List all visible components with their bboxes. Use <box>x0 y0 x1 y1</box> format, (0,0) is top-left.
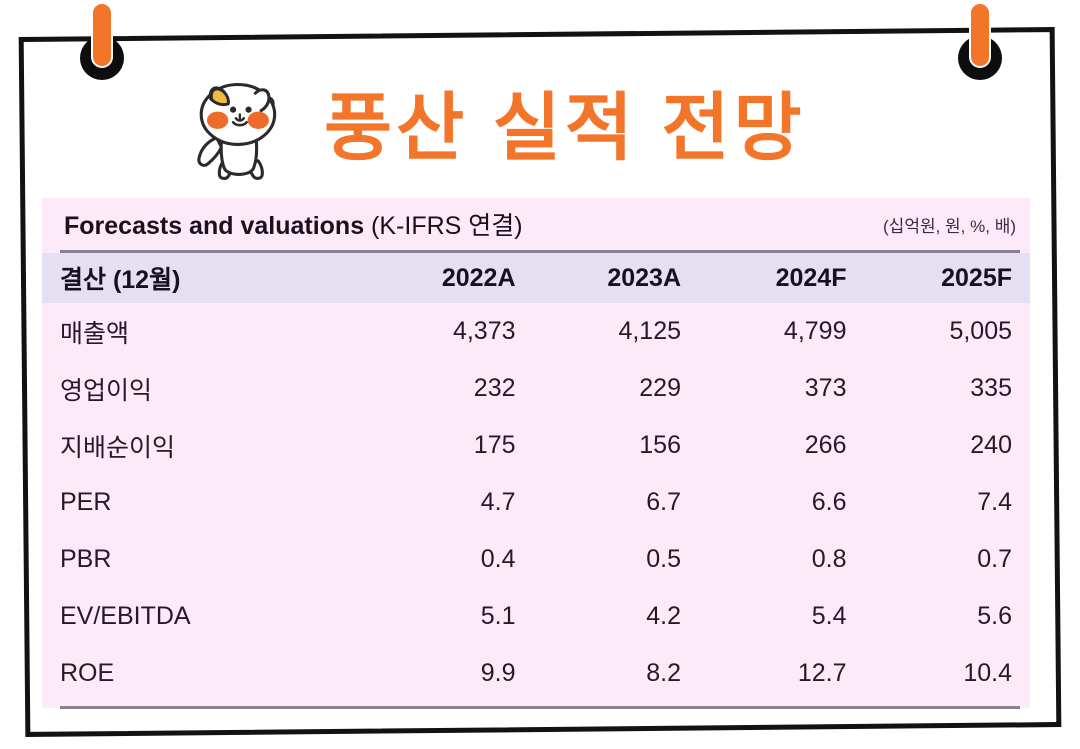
column-header-2024f: 2024F <box>699 253 865 303</box>
pushpin-left-icon <box>76 2 128 90</box>
row-value: 240 <box>864 417 1030 474</box>
row-value: 156 <box>533 417 699 474</box>
row-value: 4,373 <box>368 303 534 360</box>
row-value: 4,125 <box>533 303 699 360</box>
header-row: 풍산 실적 전망 <box>0 62 1080 194</box>
row-value: 335 <box>864 360 1030 417</box>
table-row: EV/EBITDA 5.1 4.2 5.4 5.6 <box>42 588 1030 645</box>
row-label: ROE <box>42 645 369 702</box>
row-label: 지배순이익 <box>42 417 369 474</box>
table-row: 지배순이익 175 156 266 240 <box>42 417 1030 474</box>
table-row: 영업이익 232 229 373 335 <box>42 360 1030 417</box>
row-label: 영업이익 <box>42 360 369 417</box>
row-value: 0.8 <box>699 531 865 588</box>
table-bottom-rule <box>60 706 1020 709</box>
row-value: 266 <box>699 417 865 474</box>
row-label: EV/EBITDA <box>42 588 369 645</box>
table-row: 매출액 4,373 4,125 4,799 5,005 <box>42 303 1030 360</box>
row-value: 9.9 <box>368 645 534 702</box>
pushpin-right-icon <box>954 2 1006 90</box>
table-top-rule <box>60 250 1020 253</box>
row-value: 4.2 <box>533 588 699 645</box>
row-value: 6.7 <box>533 474 699 531</box>
column-header-2023a: 2023A <box>533 253 699 303</box>
forecast-table: 결산 (12월) 2022A 2023A 2024F 2025F 매출액 4,3… <box>42 253 1030 702</box>
row-label: PBR <box>42 531 369 588</box>
table-title: Forecasts and valuations (K-IFRS 연결) <box>64 206 523 242</box>
row-value: 10.4 <box>864 645 1030 702</box>
table-title-normal: (K-IFRS 연결) <box>364 212 523 240</box>
row-value: 0.7 <box>864 531 1030 588</box>
table-row: PER 4.7 6.7 6.6 7.4 <box>42 474 1030 531</box>
table-header: 결산 (12월) 2022A 2023A 2024F 2025F <box>42 253 1030 303</box>
cat-mascot-icon <box>197 82 277 180</box>
table-title-strong: Forecasts and valuations <box>64 212 365 240</box>
row-value: 5.6 <box>864 588 1030 645</box>
column-header-2022a: 2022A <box>368 253 534 303</box>
row-value: 8.2 <box>533 645 699 702</box>
table-header-row: 결산 (12월) 2022A 2023A 2024F 2025F <box>42 253 1030 303</box>
row-value: 0.4 <box>368 531 534 588</box>
table-body: 매출액 4,373 4,125 4,799 5,005 영업이익 232 229… <box>42 303 1030 702</box>
row-value: 5.1 <box>368 588 534 645</box>
row-label: PER <box>42 474 369 531</box>
row-value: 229 <box>533 360 699 417</box>
row-value: 0.5 <box>533 531 699 588</box>
row-value: 6.6 <box>699 474 865 531</box>
column-header-2025f: 2025F <box>864 253 1030 303</box>
row-label: 매출액 <box>42 303 369 360</box>
table-title-bar: Forecasts and valuations (K-IFRS 연결) (십억… <box>42 198 1030 250</box>
column-header-label: 결산 (12월) <box>42 253 369 303</box>
row-value: 5,005 <box>864 303 1030 360</box>
table-row: ROE 9.9 8.2 12.7 10.4 <box>42 645 1030 702</box>
row-value: 4,799 <box>699 303 865 360</box>
row-value: 4.7 <box>368 474 534 531</box>
pushpin-shaft <box>91 2 113 68</box>
row-value: 5.4 <box>699 588 865 645</box>
table-row: PBR 0.4 0.5 0.8 0.7 <box>42 531 1030 588</box>
row-value: 232 <box>368 360 534 417</box>
row-value: 12.7 <box>699 645 865 702</box>
page-title: 풍산 실적 전망 <box>324 86 806 169</box>
row-value: 7.4 <box>864 474 1030 531</box>
row-value: 373 <box>699 360 865 417</box>
forecast-table-card: Forecasts and valuations (K-IFRS 연결) (십억… <box>42 198 1030 709</box>
pushpin-shaft <box>969 2 991 68</box>
table-units-note: (십억원, 원, %, 배) <box>883 216 1016 236</box>
row-value: 175 <box>368 417 534 474</box>
